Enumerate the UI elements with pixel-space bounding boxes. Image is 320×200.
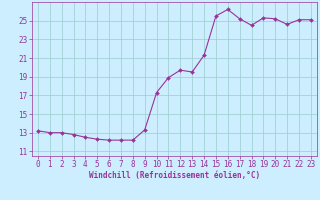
X-axis label: Windchill (Refroidissement éolien,°C): Windchill (Refroidissement éolien,°C) xyxy=(89,171,260,180)
